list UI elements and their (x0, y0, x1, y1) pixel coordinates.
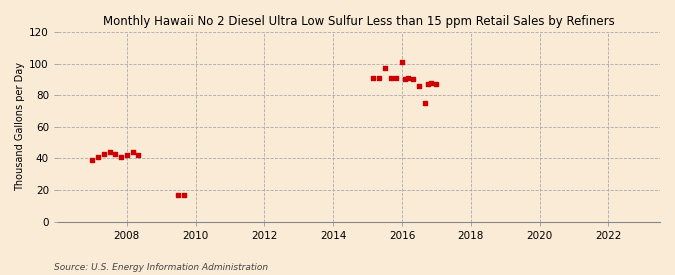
Point (425, 80, 436, 85)
Point (385, 76, 396, 80)
Point (92, 155, 103, 159)
Y-axis label: Thousand Gallons per Day: Thousand Gallons per Day (15, 62, 25, 191)
Point (127, 150, 138, 154)
Point (179, 192, 190, 197)
Point (104, 150, 115, 154)
Point (397, 60, 408, 64)
Point (391, 76, 402, 80)
Point (420, 101, 431, 105)
Point (173, 192, 184, 197)
Point (414, 84, 425, 88)
Point (133, 153, 144, 158)
Point (122, 153, 132, 158)
Point (115, 155, 126, 159)
Point (379, 66, 390, 70)
Point (408, 77, 418, 82)
Point (368, 76, 379, 80)
Point (99, 152, 109, 156)
Point (373, 76, 384, 80)
Point (110, 152, 121, 156)
Point (431, 82, 441, 86)
Title: Monthly Hawaii No 2 Diesel Ultra Low Sulfur Less than 15 ppm Retail Sales by Ref: Monthly Hawaii No 2 Diesel Ultra Low Sul… (103, 15, 615, 28)
Point (402, 76, 413, 80)
Point (87, 158, 98, 162)
Point (400, 77, 410, 82)
Point (423, 82, 433, 86)
Text: Source: U.S. Energy Information Administration: Source: U.S. Energy Information Administ… (54, 263, 268, 272)
